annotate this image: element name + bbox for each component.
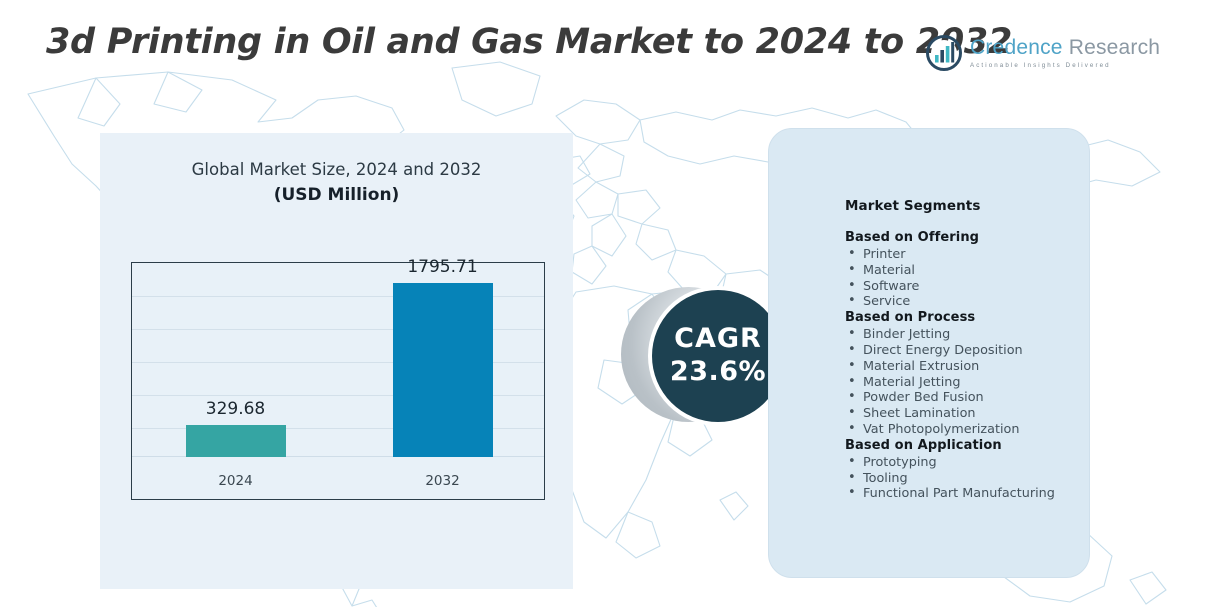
- category-label-2032: 2032: [425, 473, 460, 489]
- bar-chart-circle-icon: [925, 34, 963, 72]
- segment-item: Material: [845, 262, 1095, 279]
- gridline: [132, 395, 544, 396]
- brand-name-part1: Credence: [970, 36, 1069, 60]
- segment-groups: Based on OfferingPrinterMaterialSoftware…: [845, 230, 1095, 502]
- chart-subtitle: (USD Million): [273, 185, 400, 205]
- segment-item: Powder Bed Fusion: [845, 389, 1095, 406]
- segment-item: Binder Jetting: [845, 326, 1095, 343]
- bar-2032: [392, 283, 493, 457]
- market-segments-title: Market Segments: [845, 198, 981, 214]
- brand-name: Credence Research: [970, 37, 1160, 59]
- bar-value-label-2024: 329.68: [205, 399, 266, 420]
- cagr-value: 23.6%: [669, 355, 767, 387]
- cagr-label: CAGR: [674, 323, 762, 355]
- chart-title: Global Market Size, 2024 and 2032: [191, 160, 482, 179]
- brand-tagline: Actionable Insights Delivered: [970, 61, 1111, 69]
- gridline: [132, 296, 544, 297]
- segment-item: Service: [845, 293, 1095, 310]
- cagr-badge: CAGR 23.6%: [652, 290, 784, 422]
- segment-item: Material Jetting: [845, 374, 1095, 391]
- brand-logo: Credence Research Actionable Insights De…: [925, 30, 1160, 76]
- segment-group-heading: Based on Process: [845, 310, 976, 326]
- chart-plot-area: 329.68 2024 1795.71 2032: [131, 257, 545, 500]
- segment-item: Direct Energy Deposition: [845, 342, 1095, 359]
- segment-group-heading: Based on Application: [845, 437, 1002, 453]
- brand-text: Credence Research Actionable Insights De…: [970, 37, 1160, 69]
- gridline: [132, 428, 544, 429]
- segment-item: Software: [845, 278, 1095, 295]
- gridline: [132, 329, 544, 330]
- segment-item: Printer: [845, 246, 1095, 263]
- segment-item: Functional Part Manufacturing: [845, 485, 1095, 502]
- segment-item: Material Extrusion: [845, 358, 1095, 375]
- bar-value-label-2032: 1795.71: [407, 257, 478, 277]
- market-segments-content: Market Segments Based on OfferingPrinter…: [845, 198, 1095, 502]
- brand-name-part2: Research: [1068, 36, 1161, 60]
- gridline: [132, 362, 544, 363]
- segment-list: PrinterMaterialSoftwareService: [845, 246, 1095, 310]
- bar-2024: [185, 425, 286, 457]
- page-title: 3d Printing in Oil and Gas Market to 202…: [46, 22, 1013, 62]
- segment-item: Prototyping: [845, 454, 1095, 471]
- bars-layer: 329.68 2024 1795.71 2032: [132, 257, 544, 499]
- segment-list: Binder JettingDirect Energy DepositionMa…: [845, 326, 1095, 438]
- category-label-2024: 2024: [218, 473, 253, 489]
- segment-list: PrototypingToolingFunctional Part Manufa…: [845, 454, 1095, 502]
- axis-baseline: [132, 456, 544, 457]
- segment-group-heading: Based on Offering: [845, 230, 980, 245]
- segment-item: Vat Photopolymerization: [845, 421, 1095, 438]
- chart-panel: [100, 133, 573, 589]
- segment-item: Sheet Lamination: [845, 405, 1095, 422]
- segment-item: Tooling: [845, 470, 1095, 487]
